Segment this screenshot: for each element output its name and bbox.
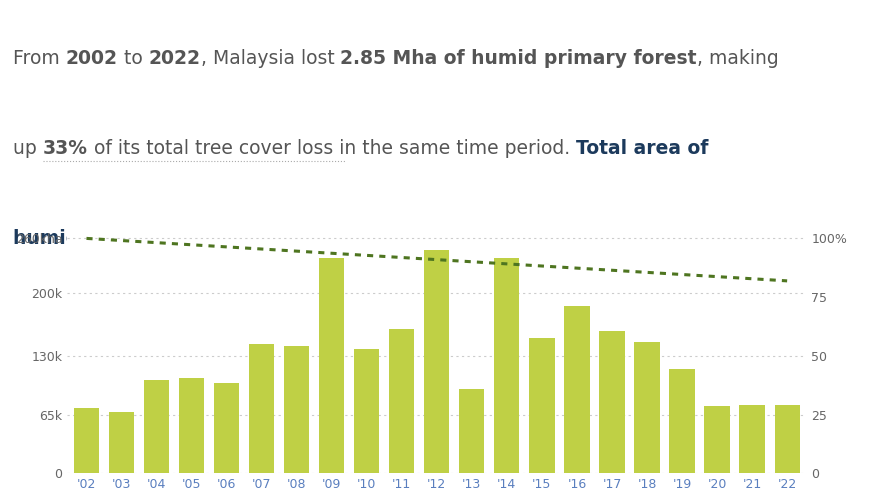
Text: humid primary forest in Malaysia decreased by: humid primary forest in Malaysia decreas… (13, 229, 519, 248)
Bar (599, 330, 625, 473)
Bar (704, 406, 729, 473)
Bar (214, 383, 239, 473)
Bar (774, 405, 800, 473)
Text: of its total tree cover loss in the same time period.: of its total tree cover loss in the same… (88, 139, 576, 158)
Bar (564, 306, 590, 473)
Bar (460, 389, 485, 473)
Bar (530, 338, 555, 473)
Text: From: From (13, 49, 65, 68)
Bar (319, 258, 344, 473)
Bar (249, 344, 274, 473)
Text: Total area of: Total area of (576, 139, 708, 158)
Bar (669, 368, 694, 473)
Text: 18%: 18% (519, 229, 563, 248)
Bar (144, 380, 169, 473)
Bar (284, 346, 309, 473)
Bar (354, 348, 379, 473)
Text: , Malaysia lost: , Malaysia lost (201, 49, 340, 68)
Bar (495, 258, 520, 473)
Bar (389, 329, 414, 473)
Text: 33%: 33% (43, 139, 88, 158)
Text: 2002: 2002 (65, 49, 117, 68)
Text: 2.85 Mha of humid primary forest: 2.85 Mha of humid primary forest (340, 49, 697, 68)
Text: , making: , making (697, 49, 779, 68)
Text: to: to (117, 49, 149, 68)
Bar (179, 379, 204, 473)
Bar (424, 250, 450, 473)
Text: in this time period.: in this time period. (563, 229, 746, 248)
Bar (73, 408, 99, 473)
Text: 2022: 2022 (149, 49, 201, 68)
Bar (739, 405, 764, 473)
Bar (109, 412, 134, 473)
Text: up: up (13, 139, 43, 158)
Bar (634, 342, 659, 473)
